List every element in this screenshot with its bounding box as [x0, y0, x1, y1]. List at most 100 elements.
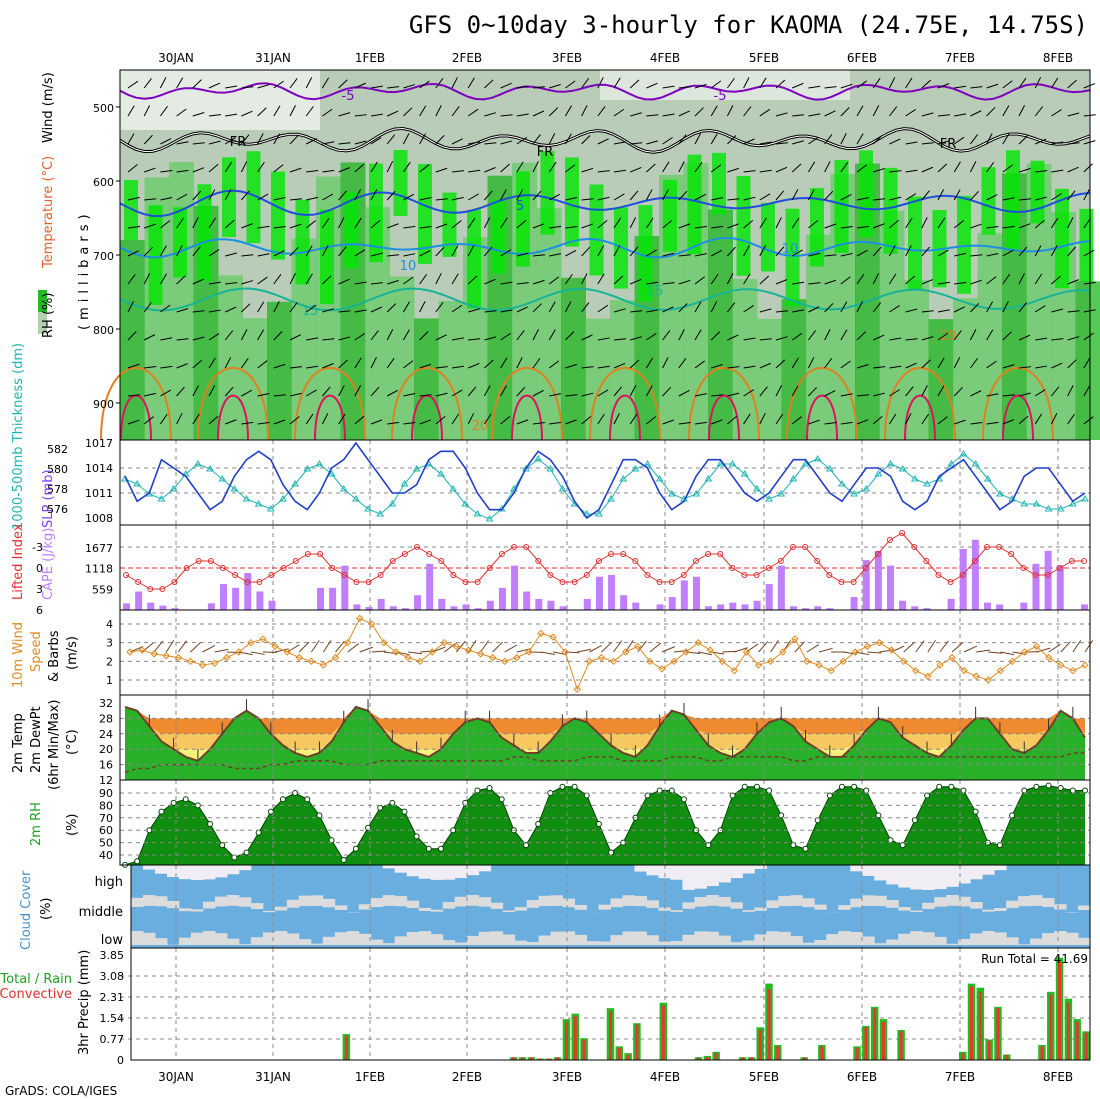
rh-high-cell [957, 195, 971, 294]
cloud-mid-gap [622, 895, 635, 906]
li-point [789, 544, 796, 550]
wind-barb [435, 105, 442, 117]
cloud-low-gap [226, 938, 240, 945]
cape-bar [1056, 565, 1064, 610]
cloud-mid-gap [418, 907, 432, 911]
wind-barb [937, 114, 950, 117]
cape-bar [341, 565, 349, 610]
wind-barb [856, 331, 866, 341]
wind-speed-point [646, 657, 654, 666]
date-label: 3FEB [552, 51, 582, 65]
wind-barb [322, 338, 335, 341]
cloud-mid-gap [1030, 895, 1043, 906]
wind-barb [986, 393, 999, 397]
wind-barb [516, 189, 524, 201]
wind-barb [662, 386, 672, 397]
wind-barb [629, 359, 640, 369]
wind-barb [986, 226, 999, 229]
wind-barb [613, 386, 623, 397]
wind-barb [937, 385, 945, 397]
wind-barb [629, 246, 639, 257]
wind-barb [419, 394, 432, 397]
rh-swatch-dark [38, 290, 47, 312]
temp-unit: (°C) [65, 729, 80, 755]
wind-barb [468, 141, 481, 145]
wind-barb [970, 390, 982, 397]
wind-barb [791, 217, 800, 229]
wind-barb [597, 245, 605, 257]
thickness-point [886, 460, 895, 467]
wind-barb [694, 193, 706, 201]
wind-barb [419, 250, 431, 257]
wind-speed-point [912, 666, 920, 675]
cloud-low-gap [754, 934, 767, 945]
cloud-high-gap [214, 865, 228, 878]
precip-conv-bar [1049, 994, 1053, 1060]
date-label: 31JAN [255, 51, 291, 65]
wind-barb [694, 161, 703, 173]
wind-barb [710, 105, 718, 117]
wind-barb [937, 163, 948, 173]
contour-20 [786, 367, 858, 441]
wind-speed-point [948, 653, 956, 662]
rh-point [1021, 787, 1028, 794]
wind-barb [970, 190, 980, 201]
rh-high-cell [761, 202, 775, 272]
wind-barb [289, 366, 302, 369]
cloud-low-gap [238, 944, 252, 945]
wind-barb [856, 133, 864, 145]
wind-barb [192, 246, 201, 257]
thickness-point [352, 495, 360, 502]
wind-barb [1002, 301, 1009, 313]
wind-barb [127, 105, 135, 117]
li-point [947, 579, 954, 585]
wind-barb [338, 246, 347, 257]
precip-tick-label: 2.31 [100, 991, 125, 1004]
wind-barb [888, 273, 897, 285]
rh-point [972, 808, 979, 815]
wind-barb [727, 415, 737, 425]
contour-label: 20 [940, 329, 957, 344]
wind-barb [516, 219, 527, 229]
cloud-low-gap [934, 936, 947, 945]
wind-speed-point [537, 629, 545, 638]
wind-barb [954, 85, 967, 89]
date-label: 5FEB [749, 1070, 779, 1084]
wind-barb [160, 138, 172, 145]
cape-bar [717, 604, 725, 610]
wind-barb [338, 142, 351, 145]
precip-labels: Total / Rain Convective 3hr Precip (mm) [0, 950, 92, 1055]
wind-barb [532, 161, 539, 173]
contour-5 [119, 189, 1091, 218]
cape-tick-label: 1118 [85, 563, 113, 576]
wind-barb [298, 641, 310, 653]
thickness-point [959, 450, 968, 457]
wind-barb [257, 422, 270, 425]
wind-barb [322, 169, 335, 173]
wind-barb [581, 366, 594, 369]
thickness-point [595, 510, 603, 517]
cloud-mid-gap [310, 895, 324, 906]
wind-barb [338, 413, 346, 425]
li-tick-label: 0 [36, 562, 43, 575]
cape-bar [1032, 563, 1040, 610]
cloud-high-gap [994, 865, 1007, 871]
rh-point [583, 792, 590, 799]
cape-bar [171, 608, 179, 610]
wind-barb [192, 336, 205, 341]
wind-speed-point [198, 661, 207, 669]
rh-point [316, 812, 323, 819]
cloud-low-gap [778, 931, 791, 945]
wind-label-3: & Barbs [47, 630, 62, 682]
wind-barb [856, 273, 865, 285]
cloud-high-gap [658, 865, 671, 879]
rh-point [170, 799, 177, 806]
cloud-high-gap [946, 865, 959, 887]
date-label: 7FEB [945, 1070, 975, 1084]
rh-point [1009, 812, 1016, 819]
wind-barb [856, 419, 869, 425]
cloud-low-gap [862, 936, 875, 945]
thickness-point [643, 460, 652, 467]
li-point [462, 579, 469, 585]
